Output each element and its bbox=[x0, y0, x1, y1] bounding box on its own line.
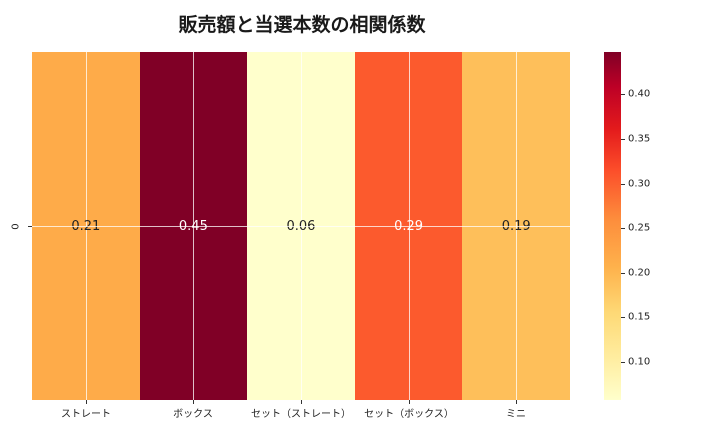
x-tick bbox=[86, 400, 87, 404]
colorbar-tick bbox=[621, 273, 625, 274]
colorbar-tick-label: 0.30 bbox=[628, 178, 651, 190]
x-tick bbox=[516, 400, 517, 404]
x-tick-label: ストレート bbox=[61, 409, 111, 420]
y-tick-label: 0 bbox=[10, 223, 22, 230]
x-tick-label: ボックス bbox=[173, 409, 213, 420]
colorbar-tick-label: 0.35 bbox=[628, 133, 651, 145]
colorbar-tick-label: 0.10 bbox=[628, 356, 651, 368]
colorbar-tick bbox=[621, 362, 625, 363]
colorbar bbox=[604, 52, 621, 400]
colorbar-tick-label: 0.15 bbox=[628, 311, 651, 323]
x-tick bbox=[193, 400, 194, 404]
x-tick bbox=[409, 400, 410, 404]
x-tick-label: セット（ボックス） bbox=[364, 409, 454, 420]
y-tick bbox=[28, 226, 32, 227]
grid-line bbox=[32, 226, 570, 227]
x-tick-label: ミニ bbox=[506, 409, 526, 420]
x-tick bbox=[301, 400, 302, 404]
colorbar-tick bbox=[621, 317, 625, 318]
colorbar-tick bbox=[621, 228, 625, 229]
colorbar-tick bbox=[621, 94, 625, 95]
x-tick-label: セット（ストレート） bbox=[251, 409, 351, 420]
chart-title: 販売額と当選本数の相関係数 bbox=[178, 14, 426, 36]
colorbar-tick-label: 0.40 bbox=[628, 88, 651, 100]
colorbar-tick-label: 0.25 bbox=[628, 222, 651, 234]
colorbar-tick bbox=[621, 139, 625, 140]
colorbar-tick-label: 0.20 bbox=[628, 267, 651, 279]
colorbar-tick bbox=[621, 184, 625, 185]
